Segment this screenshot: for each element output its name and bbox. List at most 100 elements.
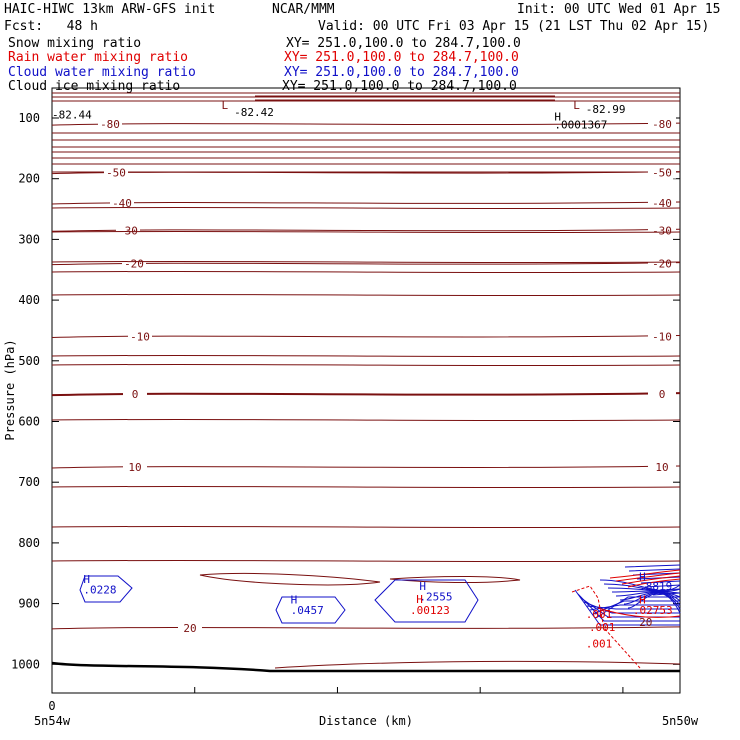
annotation-label: .0457 bbox=[291, 604, 324, 617]
header-title: HAIC-HIWC 13km ARW-GFS init bbox=[4, 2, 216, 17]
annotation-label: L bbox=[573, 99, 580, 112]
x-axis-label: Distance (km) bbox=[319, 714, 413, 728]
annotation-label: .0228 bbox=[83, 583, 116, 596]
contour-label-bg bbox=[648, 195, 676, 209]
terrain-line bbox=[51, 661, 680, 673]
contour-label-right: 0 bbox=[659, 388, 666, 401]
isotherm-contour-minor bbox=[51, 293, 681, 297]
isotherm-contour-minor bbox=[51, 354, 681, 358]
contour-label-bg bbox=[178, 620, 202, 634]
contour-label: 10 bbox=[128, 461, 141, 474]
isotherm-contour bbox=[51, 392, 681, 397]
annotation-label: .02753 bbox=[633, 604, 673, 617]
rain-contour bbox=[627, 578, 681, 588]
annotation-label: -82.42 bbox=[234, 106, 274, 119]
low-level-contour bbox=[274, 660, 681, 669]
contour-label-bg bbox=[128, 329, 152, 343]
legend-cloudice-name: Cloud ice mixing ratio bbox=[8, 79, 181, 94]
rain-contour-dashed bbox=[571, 585, 641, 669]
y-tick-label: 700 bbox=[18, 475, 40, 489]
contour-label-bg bbox=[122, 256, 146, 270]
isotherm-contour bbox=[51, 201, 681, 205]
contour-label-right: -80 bbox=[652, 118, 672, 131]
annotation-label: H bbox=[639, 594, 646, 607]
cloud-water-contour bbox=[574, 564, 681, 626]
annotation-label: .001 bbox=[586, 637, 613, 650]
contour-label-bg bbox=[110, 195, 134, 209]
contour-label: 20 bbox=[183, 622, 196, 635]
annotation-label: H bbox=[291, 594, 298, 607]
annotation-label: H bbox=[639, 571, 646, 584]
y-tick-label: 500 bbox=[18, 354, 40, 368]
isotherm-contour-minor bbox=[51, 559, 681, 563]
low-level-contour bbox=[389, 575, 521, 584]
annotation-label: .8819 bbox=[639, 580, 672, 593]
y-tick-label: 800 bbox=[18, 536, 40, 550]
isotherm-contour-minor bbox=[51, 230, 681, 234]
contour-label: 0 bbox=[132, 388, 139, 401]
annotation-label: .0001367 bbox=[554, 118, 607, 131]
y-tick-label: 600 bbox=[18, 415, 40, 429]
annotation-label: -82.44 bbox=[52, 109, 92, 122]
isotherm-contour-minor bbox=[51, 485, 681, 489]
isotherm-contour bbox=[51, 335, 681, 339]
y-tick-label: 100 bbox=[18, 111, 40, 125]
contour-label-bg bbox=[98, 117, 122, 131]
rain-contour bbox=[609, 569, 681, 579]
annotation-label: L bbox=[222, 99, 229, 112]
isotherm-contour-minor bbox=[51, 525, 681, 529]
low-level-contour bbox=[199, 572, 381, 586]
annotation-label: H bbox=[83, 573, 90, 586]
y-tick-label: 400 bbox=[18, 293, 40, 307]
contour-label-right: -40 bbox=[652, 197, 672, 210]
legend-rain-name: Rain water mixing ratio bbox=[8, 50, 189, 65]
legend-snow-name: Snow mixing ratio bbox=[8, 36, 142, 51]
annotation-label: .001 bbox=[589, 621, 616, 634]
annotation-label: .001 bbox=[586, 608, 613, 621]
header-valid: Valid: 00 UTC Fri 03 Apr 15 (21 LST Thu … bbox=[318, 19, 710, 34]
header-fcst: Fcst: 48 h bbox=[4, 19, 98, 34]
contour-label-right: -20 bbox=[652, 258, 672, 271]
isotherm-contour-minor bbox=[51, 270, 681, 274]
contour-label: -10 bbox=[130, 331, 150, 344]
x-tick-label-0: 0 bbox=[48, 699, 55, 713]
legend-rain-xy: XY= 251.0,100.0 to 284.7,100.0 bbox=[284, 50, 519, 65]
contour-label-bg bbox=[123, 387, 147, 401]
isotherm-contour bbox=[51, 262, 681, 266]
contour-label-bg bbox=[648, 223, 676, 237]
contour-label: -40 bbox=[112, 197, 132, 210]
contour-label-right: -50 bbox=[652, 167, 672, 180]
contour-label-right: 10 bbox=[655, 461, 668, 474]
isotherm-contour bbox=[51, 626, 681, 630]
contour-label-bg bbox=[648, 165, 676, 179]
rain-contour bbox=[597, 607, 681, 618]
contour-label-bg bbox=[648, 117, 676, 131]
y-tick-label: 300 bbox=[18, 232, 40, 246]
isotherm-contour-minor bbox=[51, 363, 681, 367]
annotation-label: .2555 bbox=[419, 591, 452, 604]
contour-label-bg bbox=[104, 165, 128, 179]
isotherm-contour-minor bbox=[51, 418, 681, 422]
legend-cloudice-xy: XY= 251.0,100.0 to 284.7,100.0 bbox=[282, 79, 517, 94]
cloud-water-contour bbox=[275, 596, 346, 624]
header-org: NCAR/MMM bbox=[272, 2, 335, 17]
y-axis-label: Pressure (hPa) bbox=[3, 339, 17, 440]
legend-cloudwater-xy: XY= 251.0,100.0 to 284.7,100.0 bbox=[284, 65, 519, 80]
isotherm-contour-minor bbox=[51, 206, 681, 210]
legend-cloudwater-name: Cloud water mixing ratio bbox=[8, 65, 196, 80]
contour-label-right: -30 bbox=[652, 224, 672, 237]
x-end-label-right: 5n50w bbox=[662, 714, 699, 728]
contour-label: -20 bbox=[124, 258, 144, 271]
contour-label: -30 bbox=[118, 224, 138, 237]
annotation-label: H bbox=[419, 580, 426, 593]
contour-label-bg bbox=[648, 460, 676, 474]
rain-contour bbox=[615, 572, 681, 582]
contour-label-right: -10 bbox=[652, 331, 672, 344]
y-tick-label: 200 bbox=[18, 172, 40, 186]
x-end-label-left: 5n54w bbox=[34, 714, 71, 728]
isotherm-contour bbox=[51, 228, 681, 232]
header-init: Init: 00 UTC Wed 01 Apr 15 bbox=[517, 2, 721, 17]
y-tick-label: 1000 bbox=[11, 657, 40, 671]
annotation-label: H bbox=[554, 110, 561, 123]
